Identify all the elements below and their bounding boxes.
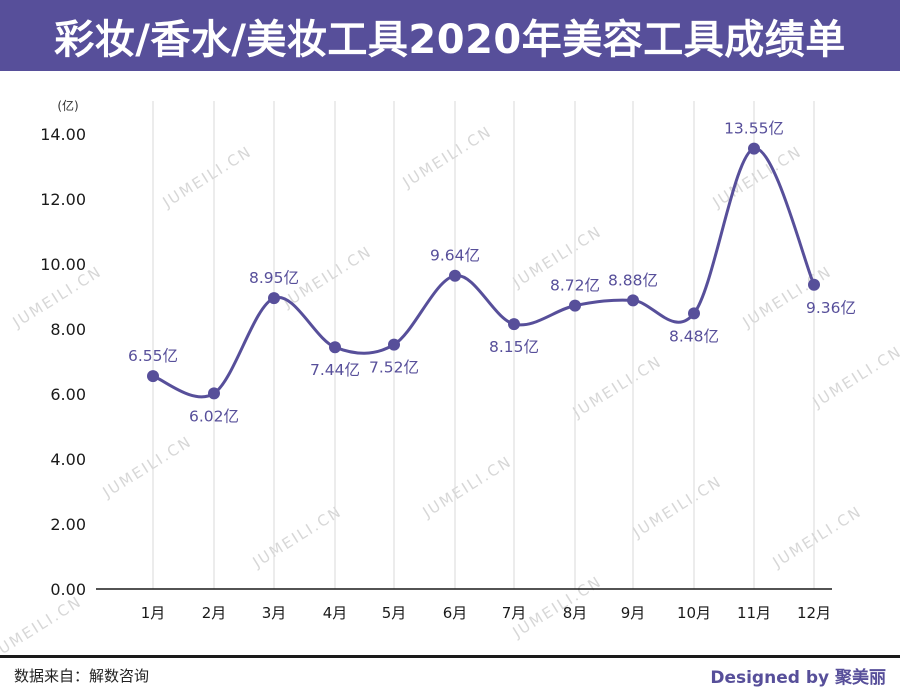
x-tick-label: 6月: [443, 604, 468, 622]
data-point: [569, 299, 581, 312]
watermark-text: JUMEILI.CN: [0, 592, 85, 655]
x-tick-label: 10月: [677, 604, 711, 622]
data-label: 8.88亿: [608, 271, 658, 289]
data-point: [508, 318, 520, 331]
y-unit-label: (亿): [57, 98, 78, 113]
x-tick-label: 7月: [502, 604, 527, 622]
y-tick-label: 4.00: [50, 450, 86, 469]
data-label-layer: 6.55亿 6.02亿 8.95亿 7.44亿 7.52亿 9.64亿 8.15亿 8.72亿…: [128, 120, 856, 426]
data-label: 7.44亿: [310, 361, 360, 379]
data-label: 6.55亿: [128, 347, 178, 365]
data-point: [748, 142, 760, 155]
y-tick-label: 14.00: [40, 125, 86, 144]
y-tick-label: 2.00: [50, 515, 86, 534]
watermark-text: JUMEILI.CN: [419, 452, 515, 522]
data-label: 9.64亿: [430, 247, 480, 265]
data-label: 8.48亿: [669, 327, 719, 345]
data-point: [268, 292, 280, 305]
data-point: [208, 387, 220, 400]
data-point: [688, 307, 700, 320]
watermark-text: JUMEILI.CN: [99, 432, 195, 502]
data-label: 8.95亿: [249, 269, 299, 287]
data-point: [449, 269, 461, 282]
watermark-layer: JUMEILI.CN JUMEILI.CN JUMEILI.CN JUMEILI.CN…: [0, 122, 900, 655]
y-tick-label: 8.00: [50, 320, 86, 339]
watermark-text: JUMEILI.CN: [739, 262, 835, 332]
watermark-text: JUMEILI.CN: [569, 352, 665, 422]
data-point: [329, 341, 341, 354]
title-bar: [0, 0, 900, 71]
line-chart: JUMEILI.CN JUMEILI.CN JUMEILI.CN JUMEILI.CN…: [0, 98, 900, 655]
data-point: [147, 370, 159, 383]
data-label: 9.36亿: [806, 299, 856, 317]
x-tick-label: 3月: [262, 604, 287, 622]
watermark-text: JUMEILI.CN: [399, 122, 495, 192]
y-tick-label: 6.00: [50, 385, 86, 404]
chart-title: 彩妆/香水/美妆工具2020年美容工具成绩单: [54, 16, 846, 63]
data-label: 13.55亿: [724, 120, 784, 138]
data-point: [388, 338, 400, 351]
watermark-text: JUMEILI.CN: [629, 472, 725, 542]
data-label: 6.02亿: [189, 407, 239, 425]
data-label: 8.15亿: [489, 338, 539, 356]
x-tick-label: 4月: [323, 604, 348, 622]
x-tick-label: 11月: [737, 604, 771, 622]
series-line: [152, 147, 816, 399]
watermark-text: JUMEILI.CN: [159, 142, 255, 212]
data-source: 数据来自：解数咨询: [14, 667, 150, 685]
watermark-text: JUMEILI.CN: [249, 502, 345, 572]
data-point: [808, 278, 820, 291]
series-layer: [147, 142, 820, 400]
y-tick-label: 0.00: [50, 580, 86, 599]
x-tick-label: 5月: [382, 604, 407, 622]
y-tick-label: 12.00: [40, 190, 86, 209]
watermark-text: JUMEILI.CN: [809, 342, 900, 412]
x-tick-label: 9月: [621, 604, 646, 622]
designer-credit: Designed by 聚美丽: [710, 668, 886, 688]
x-tick-label: 12月: [797, 604, 831, 622]
y-axis: (亿) 0.00 2.00 4.00 6.00 8.00 10.00 12.00 14.00: [40, 98, 86, 599]
x-tick-label: 8月: [563, 604, 588, 622]
data-point: [627, 294, 639, 307]
data-label: 8.72亿: [550, 277, 600, 295]
data-label: 7.52亿: [369, 359, 419, 377]
x-tick-label: 1月: [141, 604, 166, 622]
footer-divider: [0, 655, 900, 658]
y-tick-label: 10.00: [40, 255, 86, 274]
x-axis: 1月 2月 3月 4月 5月 6月 7月 8月 9月 10月 11月 12月: [96, 588, 832, 622]
watermark-text: JUMEILI.CN: [769, 502, 865, 572]
x-tick-label: 2月: [202, 604, 227, 622]
